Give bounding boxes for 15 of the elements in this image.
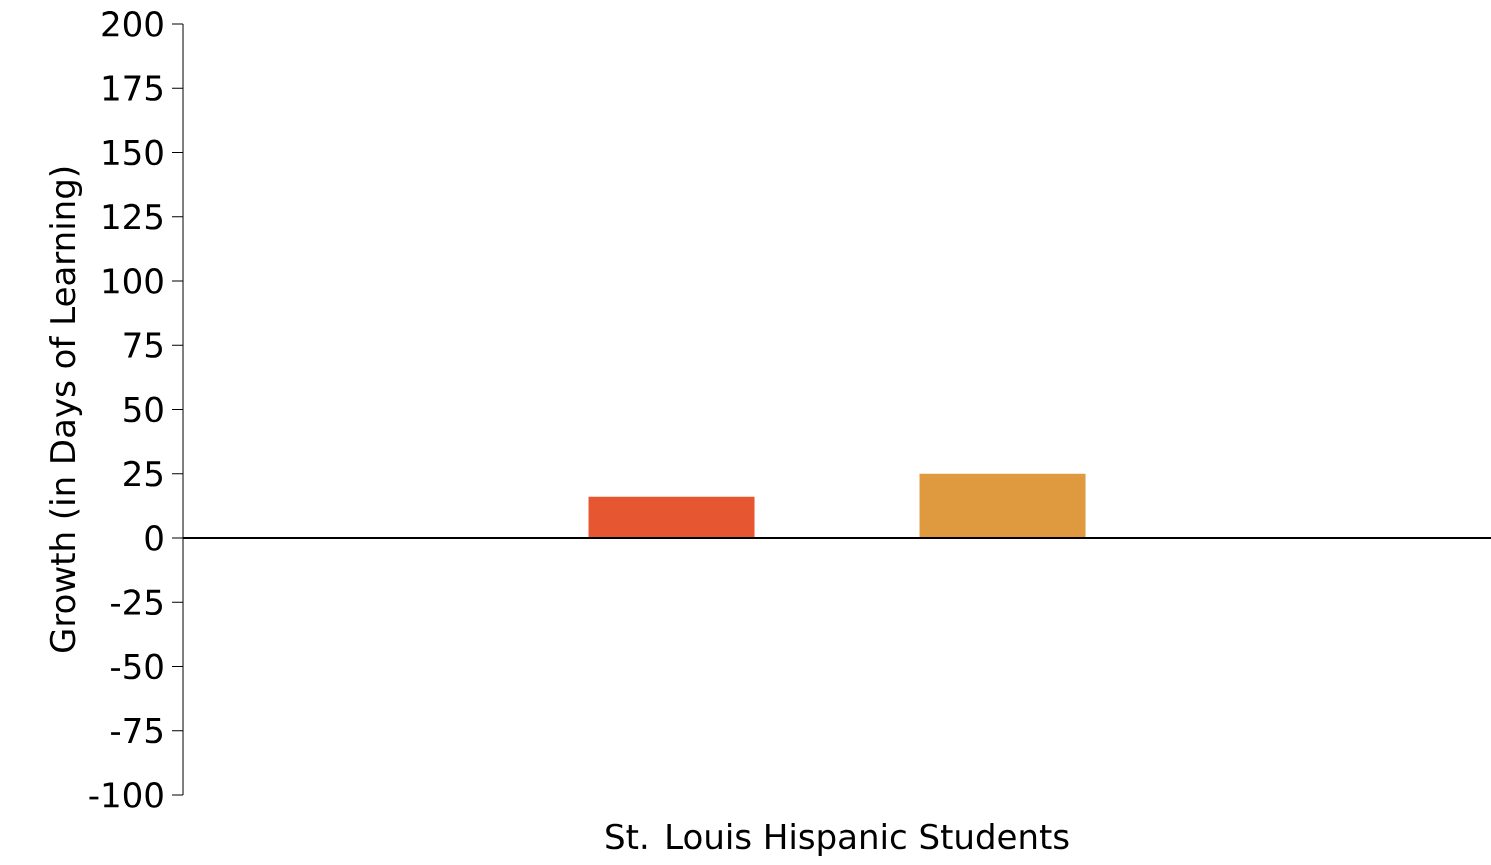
y-tick-label: -75	[111, 718, 162, 744]
y-axis-title: Growth (in Days of Learning)	[49, 167, 83, 653]
y-tick-label: -50	[111, 653, 163, 680]
y-tick-label: 200	[102, 11, 163, 37]
y-tick-label: 50	[124, 396, 163, 423]
y-tick-label: -25	[111, 589, 162, 616]
x-tick-label: St. Louis Hispanic Students	[606, 823, 1069, 856]
y-tick-label: -100	[89, 782, 163, 808]
y-tick-label: 100	[103, 268, 163, 294]
y-tick-label: 0	[145, 525, 163, 551]
y-tick-label: 175	[103, 75, 162, 101]
y-tick-label: 125	[103, 203, 162, 230]
y-tick-label: 25	[124, 460, 162, 487]
y-tick-label: 150	[103, 139, 163, 166]
y-tick-label: 75	[124, 332, 162, 358]
